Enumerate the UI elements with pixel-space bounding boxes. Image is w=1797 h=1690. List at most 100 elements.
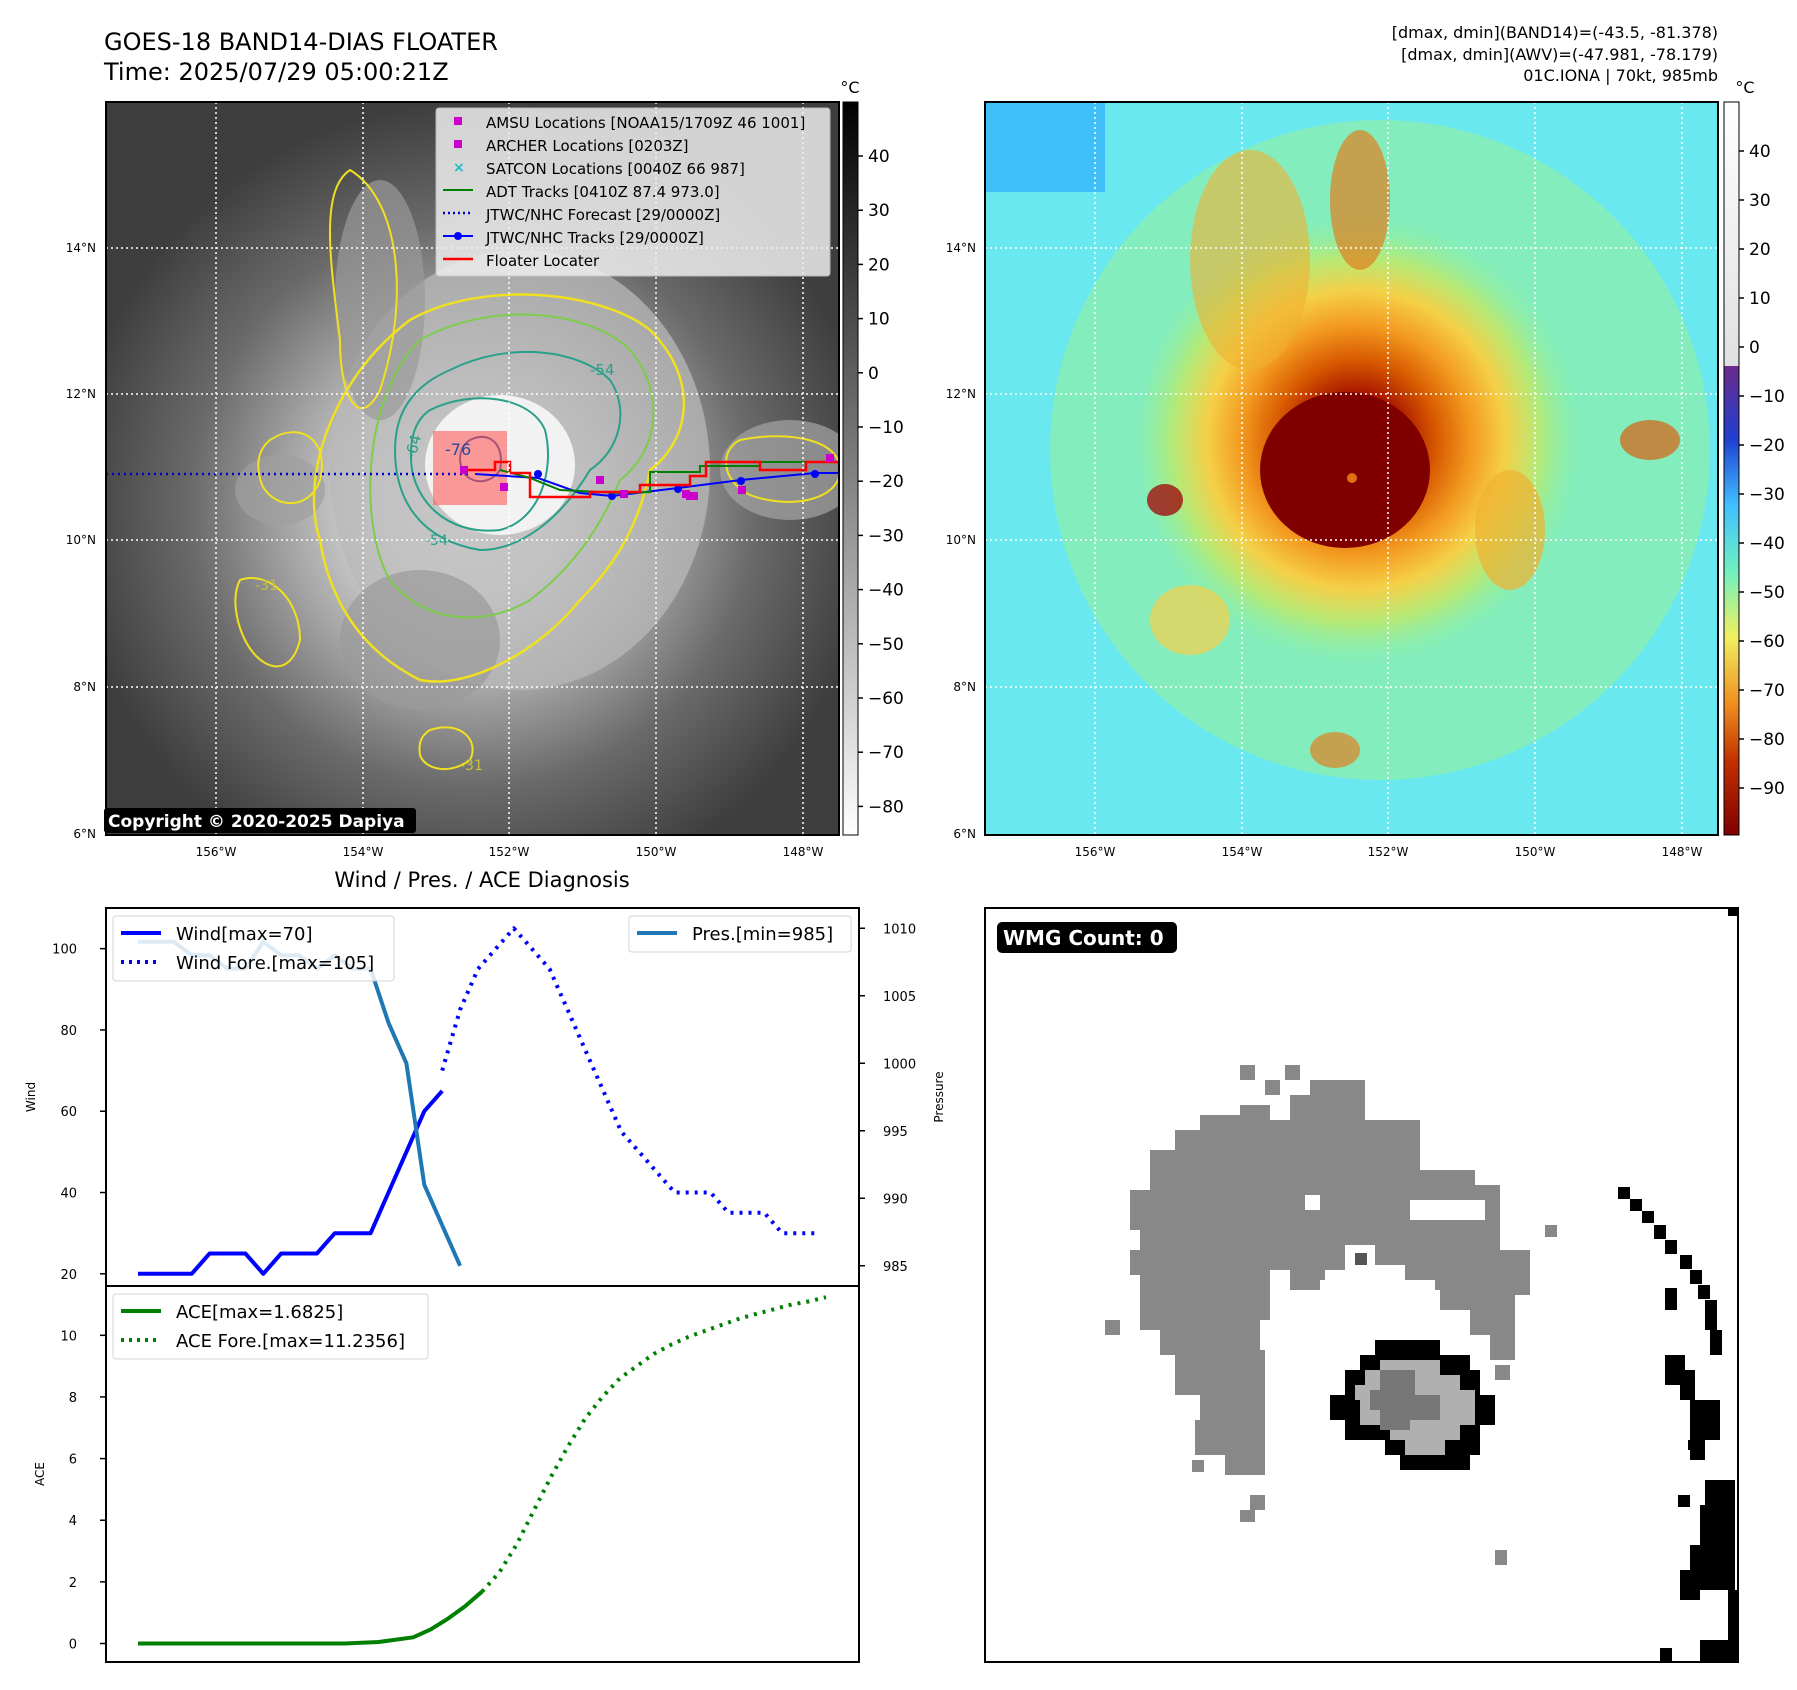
colorbar-tick-label: 20 xyxy=(1749,240,1771,260)
colorbar-tick-label: 30 xyxy=(1749,191,1771,211)
wind-series-line-0 xyxy=(138,1089,444,1276)
colorbar-tick-label: −40 xyxy=(868,581,904,601)
contour-teal xyxy=(393,350,622,552)
lat-label: 10°N xyxy=(946,533,976,547)
amsu-markers xyxy=(460,454,834,500)
wind-pressure-panel: Wind / Pres. / ACE Diagnosis 100 80 60 40 20… xyxy=(24,868,946,1287)
colorbar-tick-label: −30 xyxy=(1749,485,1785,505)
colorbar-tick-label: 40 xyxy=(1749,142,1771,162)
wv-eye xyxy=(1347,473,1357,483)
ace-series-line-0 xyxy=(138,1590,484,1646)
wmg-panel: WMG Count: 0 xyxy=(984,907,1739,1663)
pressure-tick-label: 985 xyxy=(883,1260,908,1275)
lon-label: 156°W xyxy=(1075,845,1116,859)
wind-tick-label: 80 xyxy=(60,1024,77,1039)
svg-text:×: × xyxy=(453,160,465,176)
colorbar-tick-label: −10 xyxy=(1749,387,1785,407)
lat-label: 12°N xyxy=(66,387,96,401)
lon-label: 152°W xyxy=(489,845,530,859)
diagnosis-title: Wind / Pres. / ACE Diagnosis xyxy=(334,868,629,892)
dmax-band14: [dmax, dmin](BAND14)=(-43.5, -81.378) xyxy=(1392,23,1718,42)
wmg-dark-pixel xyxy=(1355,1253,1367,1265)
legend-floater: Floater Locater xyxy=(486,252,600,270)
legend-amsu: AMSU Locations [NOAA15/1709Z 46 1001] xyxy=(486,114,805,132)
wmg-edge-pixels xyxy=(1618,908,1738,1662)
legend-ace-fore: ACE Fore.[max=11.2356] xyxy=(176,1331,405,1352)
lon-label: 154°W xyxy=(1222,845,1263,859)
pressure-tick-label: 1000 xyxy=(883,1057,916,1072)
colorbar-tick-label: 20 xyxy=(868,255,890,275)
wv-map-panel: 14°N 12°N 10°N 8°N 6°N 156°W 154°W 152°W… xyxy=(946,78,1785,859)
ace-tick-label: 0 xyxy=(69,1638,77,1653)
wv-band xyxy=(1620,420,1680,460)
wind-series-line-2 xyxy=(138,939,445,1227)
wind-tick-label: 100 xyxy=(52,943,77,958)
colorbar-tick-label: −80 xyxy=(868,797,904,817)
figure-title: GOES-18 BAND14-DIAS FLOATER xyxy=(104,28,498,56)
ace-tick-label: 6 xyxy=(69,1453,77,1468)
contour-label: -31 xyxy=(255,578,278,594)
lat-label: 8°N xyxy=(73,680,96,694)
wv-corner-blue xyxy=(985,102,1105,192)
legend-jtwc-forecast: JTWC/NHC Forecast [29/0000Z] xyxy=(485,206,720,224)
lat-label: 14°N xyxy=(946,241,976,255)
wv-map-frame xyxy=(984,101,1719,836)
colorbar-tick-label: −50 xyxy=(868,635,904,655)
wv-band xyxy=(1310,732,1360,768)
lat-label: 8°N xyxy=(953,680,976,694)
ir-cloud-band xyxy=(335,180,425,420)
wind-legend: Wind[max=70] Wind Fore.[max=105] xyxy=(112,915,395,982)
ace-panel: 10 8 6 4 2 0 ACE ACE[max=1.6825] ACE Fore.[ma… xyxy=(33,1285,860,1663)
contour-yellow xyxy=(725,435,839,503)
wind-tick-label: 40 xyxy=(60,1187,77,1202)
colorbar-tick-label: −20 xyxy=(868,472,904,492)
legend-pressure: Pres.[min=985] xyxy=(692,924,833,945)
contour-label: -31 xyxy=(460,758,483,774)
ace-tick-label: 4 xyxy=(69,1514,77,1529)
ace-tick-label: 2 xyxy=(69,1576,77,1591)
legend-jtwc-tracks: JTWC/NHC Tracks [29/0000Z] xyxy=(485,229,704,247)
wv-band xyxy=(1190,150,1310,370)
floater-locater-track xyxy=(466,460,839,499)
wv-band xyxy=(1330,130,1390,270)
colorbar-tick-label: −70 xyxy=(868,743,904,763)
legend-adt: ADT Tracks [0410Z 87.4 973.0] xyxy=(486,183,720,201)
colorbar-tick-label: −20 xyxy=(1749,436,1785,456)
ace-ticks: 10 8 6 4 2 0 xyxy=(60,1329,106,1653)
wind-tick-label: 60 xyxy=(60,1105,77,1120)
wmg-count-text: WMG Count: 0 xyxy=(1003,926,1164,950)
colorbar-tick-label: −70 xyxy=(1749,681,1785,701)
ace-frame xyxy=(105,1285,860,1663)
pressure-tick-label: 1010 xyxy=(883,922,916,937)
pressure-legend: Pres.[min=985] xyxy=(628,915,852,953)
ir-colorbar-unit: °C xyxy=(840,78,859,97)
contour-label: -54 xyxy=(425,533,448,549)
copyright-text: Copyright © 2020-2025 Dapiya xyxy=(108,812,405,832)
lat-label: 10°N xyxy=(66,533,96,547)
pressure-tick-label: 1005 xyxy=(883,990,916,1005)
wv-colorbar xyxy=(1723,101,1740,836)
contour-label: -64 xyxy=(401,433,425,461)
wv-colorbar-unit: °C xyxy=(1735,78,1754,97)
copyright-badge xyxy=(104,808,416,833)
contour-yellow xyxy=(312,293,685,683)
ir-cloud-band xyxy=(235,455,325,525)
wind-series-line-3 xyxy=(440,1224,462,1267)
legend-archer: ARCHER Locations [0203Z] xyxy=(486,137,689,155)
storm-info: 01C.IONA | 70kt, 985mb xyxy=(1523,66,1718,85)
pressure-ticks: 1010 1005 1000 995 990 985 xyxy=(859,922,916,1275)
wv-band xyxy=(1147,484,1183,516)
colorbar-tick-label: −80 xyxy=(1749,730,1785,750)
contour-yellow xyxy=(257,431,323,505)
ace-legend: ACE[max=1.6825] ACE Fore.[max=11.2356] xyxy=(112,1293,429,1360)
lat-label: 6°N xyxy=(953,827,976,841)
ir-colorbar xyxy=(842,101,859,836)
wind-axis-label: Wind xyxy=(24,1082,38,1112)
contour-label: -54 xyxy=(590,361,615,379)
wv-gridlines xyxy=(985,102,1718,835)
wv-band xyxy=(1475,470,1545,590)
lon-label: 148°W xyxy=(1662,845,1703,859)
colorbar-tick-label: −40 xyxy=(1749,534,1785,554)
legend-satcon: SATCON Locations [0040Z 66 987] xyxy=(486,160,745,178)
lon-label: 152°W xyxy=(1368,845,1409,859)
